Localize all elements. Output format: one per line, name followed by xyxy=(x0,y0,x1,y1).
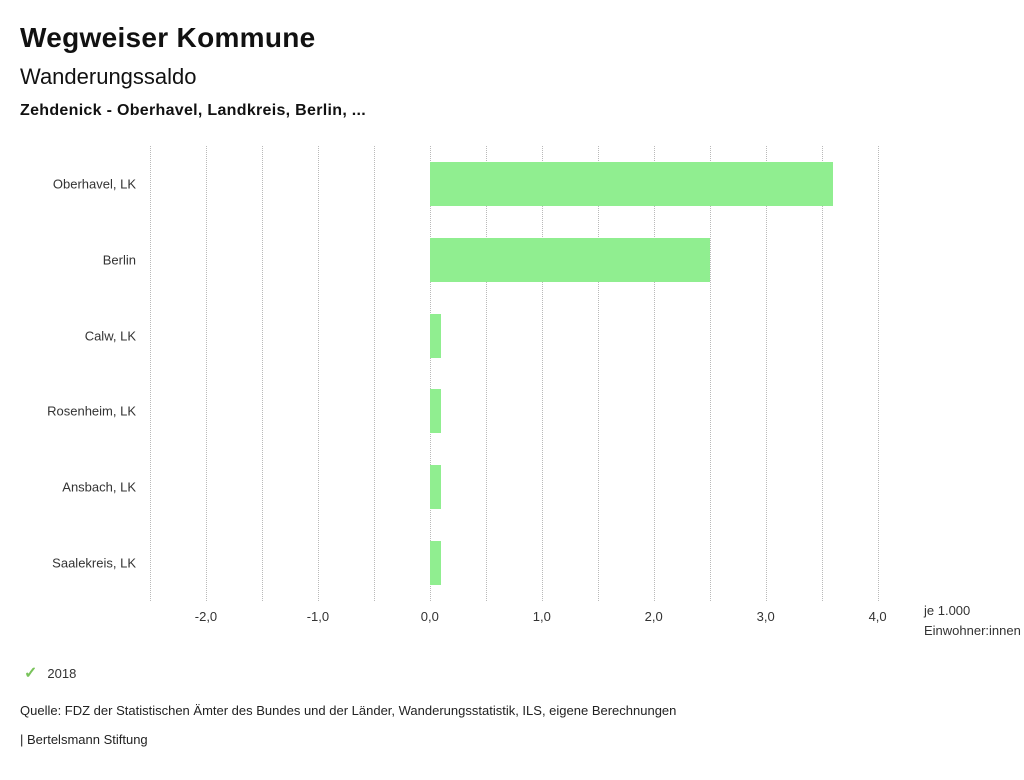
gridline xyxy=(653,146,655,601)
x-tick-label: 4,0 xyxy=(868,609,887,624)
checkmark-icon: ✓ xyxy=(24,665,38,682)
bar[interactable] xyxy=(429,237,710,282)
gridline xyxy=(317,146,319,601)
category-label: Ansbach, LK xyxy=(62,479,136,495)
gridline xyxy=(485,146,487,601)
gridline xyxy=(373,146,375,601)
chart-row: Berlin xyxy=(103,222,900,298)
bar[interactable] xyxy=(429,465,442,510)
x-tick-label: -2,0 xyxy=(194,609,218,624)
gridline xyxy=(541,146,543,601)
gridline xyxy=(261,146,263,601)
gridline xyxy=(429,146,431,601)
category-label: Calw, LK xyxy=(84,328,136,344)
x-tick-label: -1,0 xyxy=(306,609,330,624)
chart-title: Wanderungssaldo xyxy=(20,64,197,89)
chart-row: Oberhavel, LK xyxy=(53,146,900,222)
legend-item-2018[interactable]: ✓ 2018 xyxy=(24,663,1004,683)
gridline xyxy=(709,146,711,601)
chart-row: Calw, LK xyxy=(85,298,900,374)
bar[interactable] xyxy=(429,313,442,358)
bar-chart-plot-area: Oberhavel, LK Berlin Calw, LK Rosenheim, LK… xyxy=(47,146,900,601)
gridline xyxy=(877,146,879,601)
x-axis-unit-label: je 1.000 Einwohner:innen xyxy=(924,601,1021,641)
x-axis-unit-line1: je 1.000 xyxy=(924,603,971,618)
x-tick-label: 2,0 xyxy=(644,609,663,624)
x-axis: je 1.000 Einwohner:innen -2,0 -1,0 0,0 1,0 2… xyxy=(150,603,1021,638)
x-tick-label: 0,0 xyxy=(420,609,439,624)
gridline xyxy=(597,146,599,601)
gridline xyxy=(150,146,151,601)
region-line: Zehdenick - Oberhavel, Landkreis, Berlin… xyxy=(20,102,367,119)
bar[interactable] xyxy=(429,389,442,434)
gridline xyxy=(765,146,767,601)
chart-row: Rosenheim, LK xyxy=(47,373,900,449)
bar[interactable] xyxy=(429,541,442,586)
category-label: Berlin xyxy=(102,252,136,268)
x-axis-unit-line2: Einwohner:innen xyxy=(924,623,1021,638)
x-tick-label: 3,0 xyxy=(756,609,775,624)
source-note: Quelle: FDZ der Statistischen Ämter des … xyxy=(20,703,677,718)
category-label: Rosenheim, LK xyxy=(47,403,136,419)
category-label: Oberhavel, LK xyxy=(52,176,136,192)
gridline xyxy=(205,146,207,601)
chart-row: Ansbach, LK xyxy=(62,449,900,525)
gridline xyxy=(821,146,823,601)
bar[interactable] xyxy=(429,161,833,206)
x-tick-label: 1,0 xyxy=(532,609,551,624)
category-label: Saalekreis, LK xyxy=(52,555,136,571)
chart-row: Saalekreis, LK xyxy=(52,525,900,601)
app-title: Wegweiser Kommune xyxy=(20,22,316,53)
legend-year-label: 2018 xyxy=(47,665,77,681)
brand-attribution: | Bertelsmann Stiftung xyxy=(20,732,148,747)
